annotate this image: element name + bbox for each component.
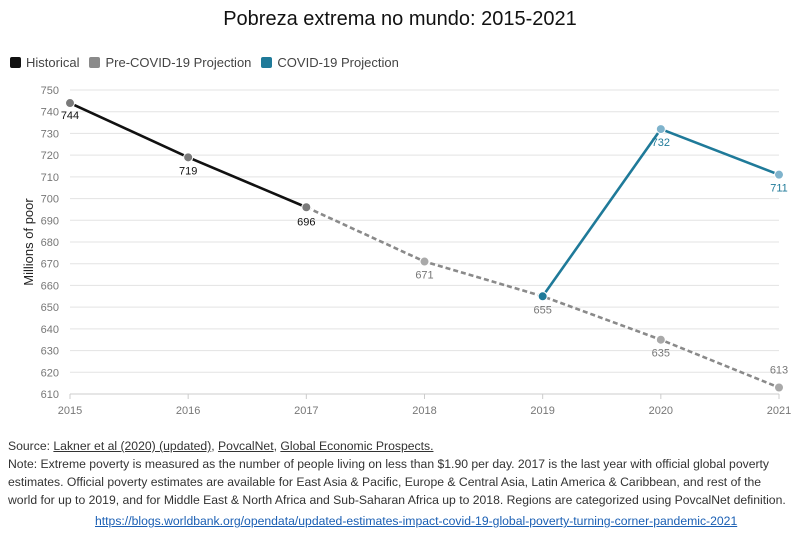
y-tick-label: 700 xyxy=(41,194,59,206)
legend-swatch-pre-covid xyxy=(89,56,101,68)
x-tick-label: 2017 xyxy=(294,405,318,415)
data-label: 719 xyxy=(179,165,197,177)
y-tick-label: 610 xyxy=(41,389,59,401)
data-point-pre-covid xyxy=(419,256,430,267)
data-point-pre-covid xyxy=(774,382,784,393)
source-sep: , xyxy=(273,439,281,453)
data-label: 732 xyxy=(652,137,670,149)
legend-item-historical[interactable]: Historical xyxy=(10,55,79,70)
data-label: 711 xyxy=(770,183,788,195)
legend-swatch-covid xyxy=(261,56,273,68)
source-sep: , xyxy=(211,439,219,453)
y-tick-label: 690 xyxy=(41,215,59,227)
y-tick-label: 730 xyxy=(41,128,59,140)
data-point-historical xyxy=(183,152,194,163)
source-link-gep[interactable]: Global Economic Prospects. xyxy=(280,439,434,453)
legend-swatch-historical xyxy=(10,56,21,68)
x-tick-label: 2018 xyxy=(412,405,436,415)
data-point-covid xyxy=(655,124,666,135)
data-point-covid xyxy=(537,291,548,302)
source-prefix: Source: xyxy=(8,439,54,453)
x-tick-label: 2015 xyxy=(58,405,82,415)
legend: Historical Pre-COVID-19 Projection COVID… xyxy=(10,54,409,70)
y-tick-label: 640 xyxy=(41,324,59,336)
data-label: 744 xyxy=(61,110,79,122)
x-tick-label: 2021 xyxy=(767,405,791,415)
data-label: 613 xyxy=(770,364,788,376)
legend-label-pre-covid: Pre-COVID-19 Projection xyxy=(105,54,252,70)
x-tick-label: 2019 xyxy=(530,405,554,415)
y-axis-title: Millions of poor xyxy=(21,198,36,286)
y-tick-label: 740 xyxy=(41,107,59,119)
data-label: 671 xyxy=(415,270,433,282)
chart-title: Pobreza extrema no mundo: 2015-2021 xyxy=(223,8,577,30)
legend-label-covid: COVID-19 Projection xyxy=(277,54,399,70)
data-label: 696 xyxy=(297,216,315,228)
source-note: Source: Lakner et al (2020) (updated), P… xyxy=(8,437,792,509)
data-label: 635 xyxy=(652,348,670,360)
data-point-historical xyxy=(301,202,312,213)
y-tick-label: 710 xyxy=(41,172,59,184)
y-tick-label: 660 xyxy=(41,280,59,292)
y-tick-label: 750 xyxy=(41,85,59,97)
legend-item-pre-covid[interactable]: Pre-COVID-19 Projection xyxy=(89,55,251,70)
source-link-lakner[interactable]: Lakner et al (2020) (updated) xyxy=(53,439,212,453)
y-tick-label: 670 xyxy=(41,259,59,271)
y-tick-label: 720 xyxy=(41,150,59,162)
x-tick-label: 2020 xyxy=(649,405,673,415)
y-tick-label: 650 xyxy=(41,302,59,314)
data-point-historical xyxy=(65,98,75,109)
series-line-covid xyxy=(541,127,780,298)
legend-item-covid[interactable]: COVID-19 Projection xyxy=(261,54,399,70)
legend-label-historical: Historical xyxy=(26,54,80,70)
y-tick-label: 620 xyxy=(41,367,59,379)
note-text: Note: Extreme poverty is measured as the… xyxy=(8,457,786,507)
source-link-povcalnet[interactable]: PovcalNet xyxy=(218,439,274,453)
x-tick-label: 2016 xyxy=(176,405,200,415)
data-point-pre-covid xyxy=(655,334,666,345)
source-url-link[interactable]: https://blogs.worldbank.org/opendata/upd… xyxy=(95,514,738,528)
data-point-covid xyxy=(774,169,784,180)
y-tick-label: 630 xyxy=(41,346,59,358)
y-tick-label: 680 xyxy=(41,237,59,249)
data-label: 655 xyxy=(533,304,551,316)
line-chart: 6106206306406506606706806907007107207307… xyxy=(21,85,791,415)
